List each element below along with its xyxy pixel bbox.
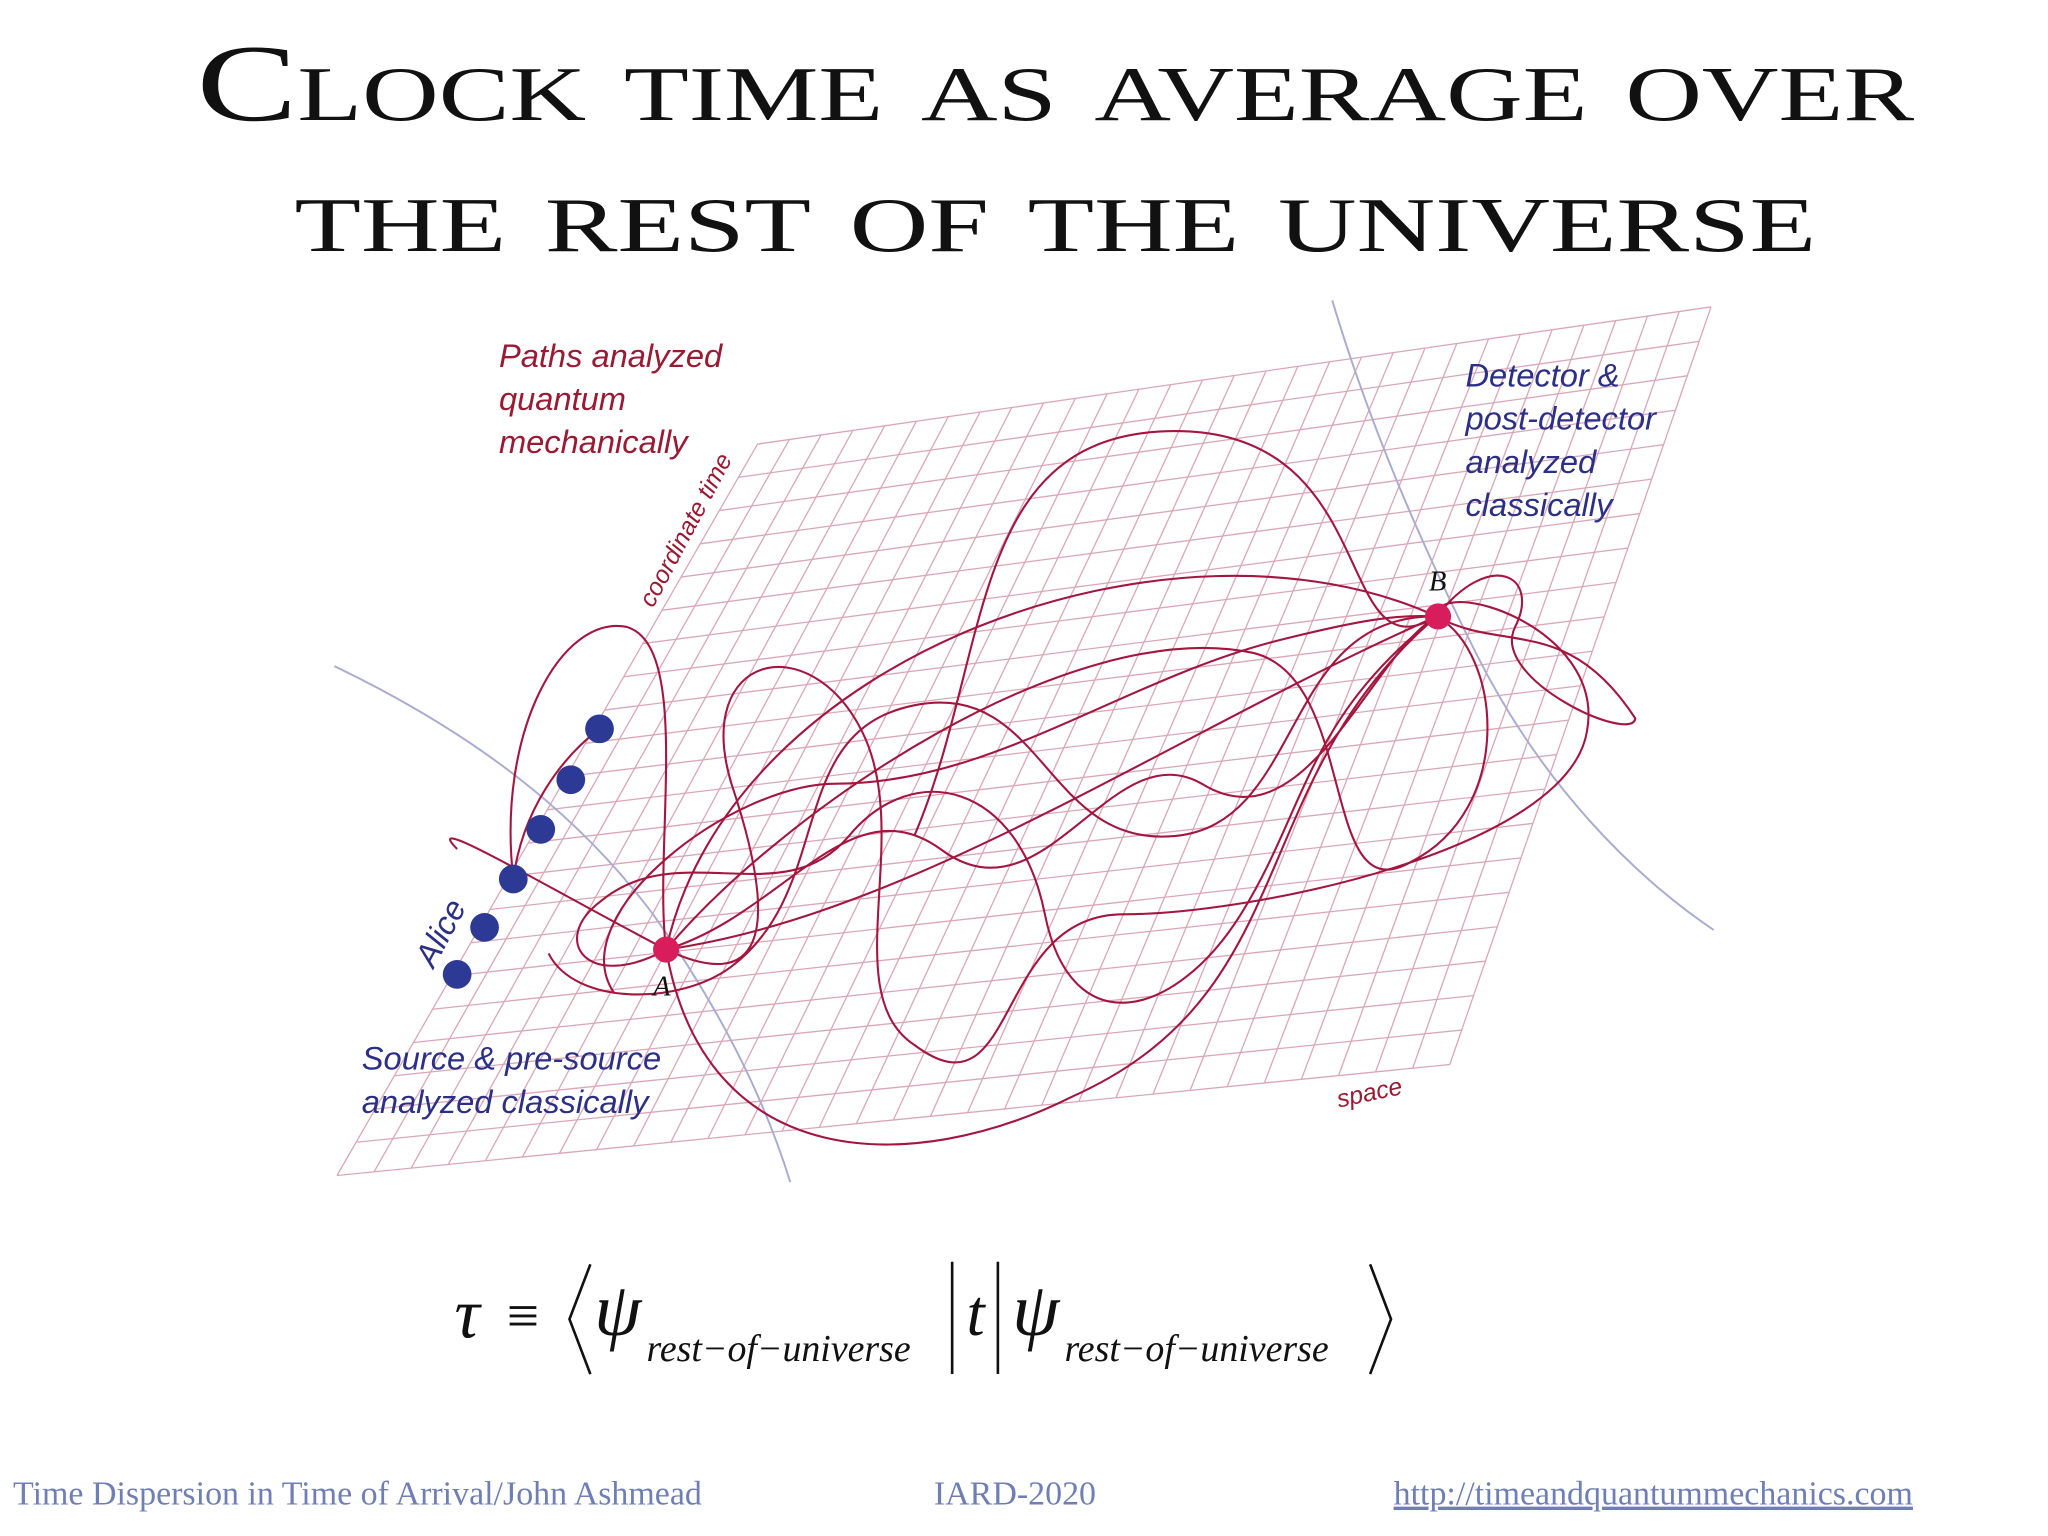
- grid-line: [566, 650, 1593, 778]
- paths-label: Paths analyzed: [499, 337, 724, 374]
- grid-line: [489, 788, 1545, 911]
- footer-center: IARD-2020: [934, 1476, 1096, 1513]
- formula-symbol: ψ: [594, 1268, 643, 1352]
- classical-boundaries: [333, 300, 1715, 1183]
- grid-line: [394, 960, 1486, 1077]
- grid-line: [680, 444, 1664, 578]
- path: [913, 429, 1438, 837]
- formula-symbol: t: [967, 1278, 987, 1350]
- detector-label: classically: [1465, 486, 1614, 523]
- path: [449, 601, 1590, 1064]
- space-axis-label: space: [1334, 1073, 1404, 1113]
- detector-label: Detector &: [1465, 357, 1619, 394]
- grid-line: [451, 857, 1522, 977]
- grid-line: [642, 512, 1640, 645]
- time-axis-label: coordinate time: [635, 449, 738, 611]
- title-line: Clock time as average over: [197, 22, 1915, 144]
- formula-symbol: ψ: [1012, 1268, 1061, 1352]
- path: [1435, 574, 1637, 726]
- dot: [556, 765, 586, 795]
- title-line: the rest of the universe: [295, 153, 1817, 275]
- path: [665, 615, 1438, 951]
- grid-line: [738, 340, 1700, 478]
- point-a: [653, 936, 680, 963]
- grid-line: [528, 719, 1569, 844]
- grid-line: [757, 306, 1712, 445]
- boundary-curve: [333, 665, 792, 1183]
- alice-dots: [442, 714, 614, 989]
- source-label: Source & pre-source: [362, 1040, 661, 1077]
- quantum-paths: [449, 429, 1637, 1146]
- dot: [442, 960, 472, 989]
- formula-subscript: rest−of−universe: [1064, 1328, 1328, 1370]
- grid-line: [623, 547, 1628, 678]
- bracket: [568, 1263, 592, 1375]
- path: [547, 615, 1437, 996]
- grid-line: [508, 753, 1557, 877]
- dot: [470, 912, 499, 942]
- paths-label: mechanically: [499, 423, 689, 460]
- footer-link[interactable]: http://timeandquantummechanics.com: [1394, 1476, 1913, 1513]
- path: [509, 624, 668, 950]
- formula: τ ≡ ψ rest−of−universe t ψ rest−of−unive…: [455, 1261, 1393, 1375]
- path: [665, 615, 1438, 951]
- grid-line: [413, 926, 1498, 1044]
- paths-label: quantum: [499, 380, 626, 417]
- grid-line: [661, 478, 1652, 611]
- point-label: A: [651, 970, 671, 1002]
- path: [576, 615, 1438, 1004]
- dot: [498, 864, 528, 894]
- detector-label: post-detector: [1464, 400, 1657, 437]
- grid-line: [585, 616, 1605, 744]
- path: [665, 615, 1438, 1146]
- source-label: analyzed classically: [362, 1083, 650, 1120]
- bracket: [1368, 1263, 1393, 1375]
- formula-subscript: rest−of−universe: [647, 1328, 911, 1370]
- point-label: B: [1429, 565, 1447, 597]
- grid-line: [547, 685, 1581, 811]
- boundary-curve: [1331, 300, 1715, 931]
- grid-line: [336, 1063, 1450, 1177]
- footer-left: Time Dispersion in Time of Arrival/John …: [13, 1476, 702, 1513]
- path: [665, 574, 1438, 950]
- path: [603, 614, 1437, 994]
- path: [665, 615, 1489, 951]
- grid-line: [700, 409, 1676, 545]
- detector-label: analyzed: [1465, 443, 1598, 480]
- point-b: [1424, 603, 1452, 630]
- grid-line: [356, 1029, 1462, 1143]
- dot: [585, 714, 614, 744]
- grid-line: [719, 375, 1688, 512]
- formula-symbol: τ: [455, 1275, 483, 1353]
- dot: [526, 815, 556, 844]
- formula-symbol: ≡: [507, 1285, 539, 1348]
